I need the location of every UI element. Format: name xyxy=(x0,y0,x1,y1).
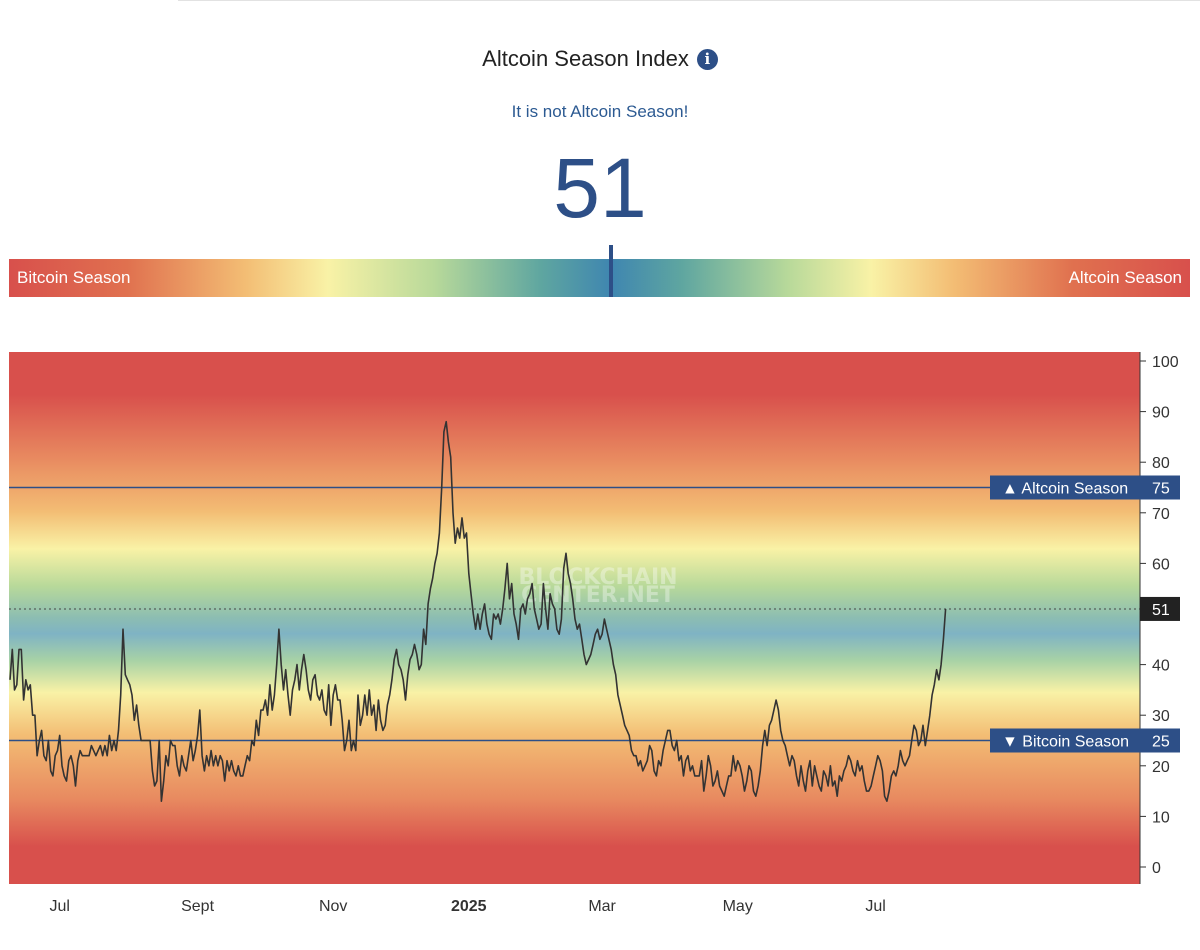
status-text: It is not Altcoin Season! xyxy=(511,102,689,121)
y-tick-label: 10 xyxy=(1152,809,1170,826)
y-tick-label: 30 xyxy=(1152,708,1170,725)
watermark-line: CENTER.NET xyxy=(521,583,675,608)
threshold-tag-value: 25 xyxy=(1152,734,1170,751)
x-tick-label: Mar xyxy=(588,898,616,915)
info-icon[interactable]: i xyxy=(696,49,718,70)
threshold-tag-label: ▼ Bitcoin Season xyxy=(1002,734,1129,751)
x-tick-label: Jul xyxy=(49,898,69,915)
scale-indicator xyxy=(609,245,614,297)
y-tick-label: 80 xyxy=(1152,455,1170,472)
current-value-tag-label: 51 xyxy=(1152,602,1170,619)
watermark-line: BLOCKCHAIN xyxy=(518,565,677,590)
threshold-tag xyxy=(990,728,1180,753)
index-value: 51 xyxy=(553,141,647,235)
altcoin-season-chart: BLOCKCHAINCENTER.NET01020304050607080901… xyxy=(9,352,1180,915)
x-tick-label: Jul xyxy=(865,898,885,915)
threshold-tag xyxy=(990,475,1180,500)
y-tick-label: 60 xyxy=(1152,556,1170,573)
y-tick-label: 100 xyxy=(1152,354,1179,371)
y-tick-label: 20 xyxy=(1152,759,1170,776)
top-divider xyxy=(178,0,1200,1)
y-tick-label: 0 xyxy=(1152,860,1161,877)
season-scale-bar: Bitcoin Season Altcoin Season xyxy=(9,245,1190,297)
x-tick-label: May xyxy=(723,898,753,915)
scale-right-label: Altcoin Season xyxy=(1068,268,1182,287)
index-series-line xyxy=(9,420,947,802)
threshold-tag-label: ▲ Altcoin Season xyxy=(1002,481,1128,498)
x-tick-label: 2025 xyxy=(451,898,487,915)
y-tick-label: 70 xyxy=(1152,506,1170,523)
x-tick-label: Nov xyxy=(319,898,347,915)
title-row: Altcoin Season Index i xyxy=(0,46,1200,72)
y-tick-label: 90 xyxy=(1152,405,1170,422)
x-tick-label: Sept xyxy=(181,898,214,915)
page-title: Altcoin Season Index xyxy=(482,46,689,71)
scale-left-label: Bitcoin Season xyxy=(17,268,131,287)
current-value-tag xyxy=(1140,596,1180,621)
y-tick-label: 40 xyxy=(1152,658,1170,675)
threshold-tag-value: 75 xyxy=(1152,481,1170,498)
